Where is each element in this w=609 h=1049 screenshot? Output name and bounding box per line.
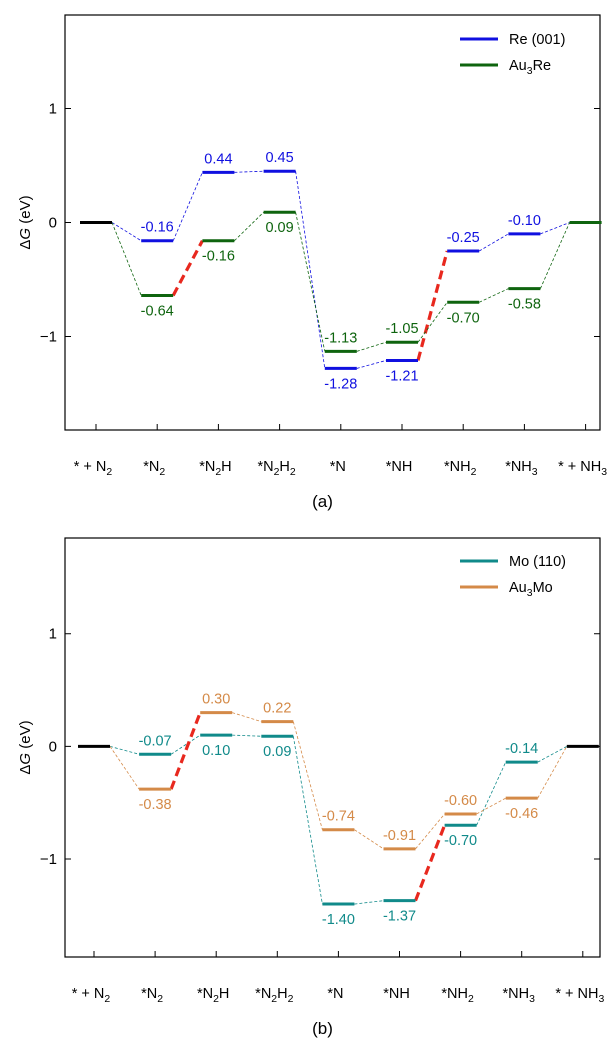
data-label: 0.30	[202, 692, 230, 708]
y-tick-label: 1	[49, 100, 57, 117]
chart-panel-a: −1 0 1 * + N2 *N2 *N2H *N2H2 *N *NH *NH2 *NH3 * + N…	[17, 14, 607, 511]
series-connector	[109, 746, 140, 790]
series-connector	[170, 734, 201, 755]
x-tick-label: *N2	[143, 459, 165, 478]
series-connector	[478, 233, 509, 252]
series-connector	[232, 712, 262, 722]
series-connector	[234, 211, 264, 242]
data-label: -1.28	[324, 376, 357, 392]
series-connector	[354, 900, 384, 905]
panel-label: (b)	[312, 1019, 333, 1038]
series-connector	[476, 761, 507, 826]
x-tick-label: *N	[330, 459, 346, 475]
chart-panel-b: −1 0 1 * + N2 *N2 *N2H *N2H2 *N *NH *NH2 *NH3 * + N…	[17, 537, 604, 1038]
data-label: 0.09	[263, 744, 291, 760]
data-label: -0.58	[508, 297, 541, 313]
x-tick-label: *NH3	[505, 459, 538, 478]
series-connector	[232, 734, 262, 737]
series-connector	[476, 797, 506, 815]
y-tick-label: 1	[49, 626, 57, 643]
data-label: -0.07	[139, 733, 172, 749]
x-tick-label: *NH	[386, 459, 413, 475]
y-axis-label: ΔG (eV)	[17, 720, 34, 774]
rate-determining-step	[416, 250, 449, 361]
panel-label: (a)	[312, 492, 333, 511]
data-label: -0.91	[383, 828, 416, 844]
plot-frame	[64, 537, 601, 958]
series-connector	[111, 222, 142, 242]
data-label: -1.13	[324, 330, 357, 346]
rate-determining-step	[169, 712, 202, 790]
series-connector	[111, 222, 142, 296]
legend-entry: Mo (110)	[509, 554, 566, 570]
x-tick-label: *N2H2	[257, 459, 295, 478]
y-tick-label: 0	[49, 738, 57, 755]
data-label: -0.46	[505, 806, 538, 822]
legend-entry: Au3Mo	[509, 580, 553, 599]
series-connector	[356, 360, 387, 369]
legend-entry: Re (001)	[509, 32, 565, 48]
series-connector	[172, 172, 203, 241]
data-label: -0.70	[444, 833, 477, 849]
x-tick-label: * + NH3	[558, 459, 607, 478]
data-label: 0.45	[265, 150, 293, 166]
data-label: 0.22	[263, 701, 291, 717]
x-tick-label: *N	[327, 986, 343, 1002]
data-label: -1.37	[383, 909, 416, 925]
series-connector	[292, 736, 323, 905]
legend-entry: Au3Re	[509, 58, 551, 77]
data-label: -0.38	[139, 797, 172, 813]
rate-determining-step	[414, 824, 447, 902]
series-connector	[540, 222, 570, 289]
x-tick-label: *NH	[383, 986, 410, 1002]
data-label: -0.70	[447, 310, 480, 326]
x-tick-label: *N2H	[199, 459, 231, 478]
data-label: -0.16	[202, 249, 235, 265]
data-label: 0.44	[204, 151, 232, 167]
series-connector	[234, 170, 264, 173]
x-tick-label: * + N2	[74, 459, 113, 478]
data-label: -0.14	[505, 741, 538, 757]
series-connector	[295, 171, 326, 369]
data-label: -0.60	[444, 793, 477, 809]
rate-determining-step	[171, 239, 204, 297]
series-connector	[109, 745, 140, 755]
y-tick-label: −1	[40, 851, 57, 868]
series-connector	[356, 341, 387, 352]
data-label: 0.09	[265, 220, 293, 236]
series-connector	[415, 813, 445, 850]
data-label: 0.10	[202, 743, 230, 759]
series-connector	[295, 212, 326, 352]
data-label: -0.25	[447, 230, 480, 246]
data-label: -1.40	[322, 912, 355, 928]
series-connector	[537, 746, 567, 763]
data-label: -0.64	[141, 303, 174, 319]
x-tick-label: *N2H	[197, 986, 229, 1005]
data-label: -1.21	[385, 368, 418, 384]
series-connector	[479, 288, 509, 303]
x-tick-label: *N2H2	[255, 986, 293, 1005]
series-connector	[417, 302, 448, 343]
y-tick-label: 0	[49, 215, 57, 232]
x-tick-label: * + NH3	[555, 986, 604, 1005]
x-tick-label: *NH2	[441, 986, 474, 1005]
y-axis-label: ΔG (eV)	[17, 195, 34, 249]
y-tick-label: −1	[40, 329, 57, 346]
x-tick-label: *NH3	[502, 986, 535, 1005]
series-connector	[354, 829, 384, 850]
x-tick-label: *NH2	[444, 459, 477, 478]
x-tick-label: *N2	[141, 986, 163, 1005]
series-connector	[292, 721, 323, 830]
data-label: -0.16	[141, 220, 174, 236]
data-label: -0.10	[508, 213, 541, 229]
series-connector	[540, 222, 570, 235]
data-label: -1.05	[385, 321, 418, 337]
x-tick-label: * + N2	[72, 986, 111, 1005]
data-label: -0.74	[322, 809, 355, 825]
